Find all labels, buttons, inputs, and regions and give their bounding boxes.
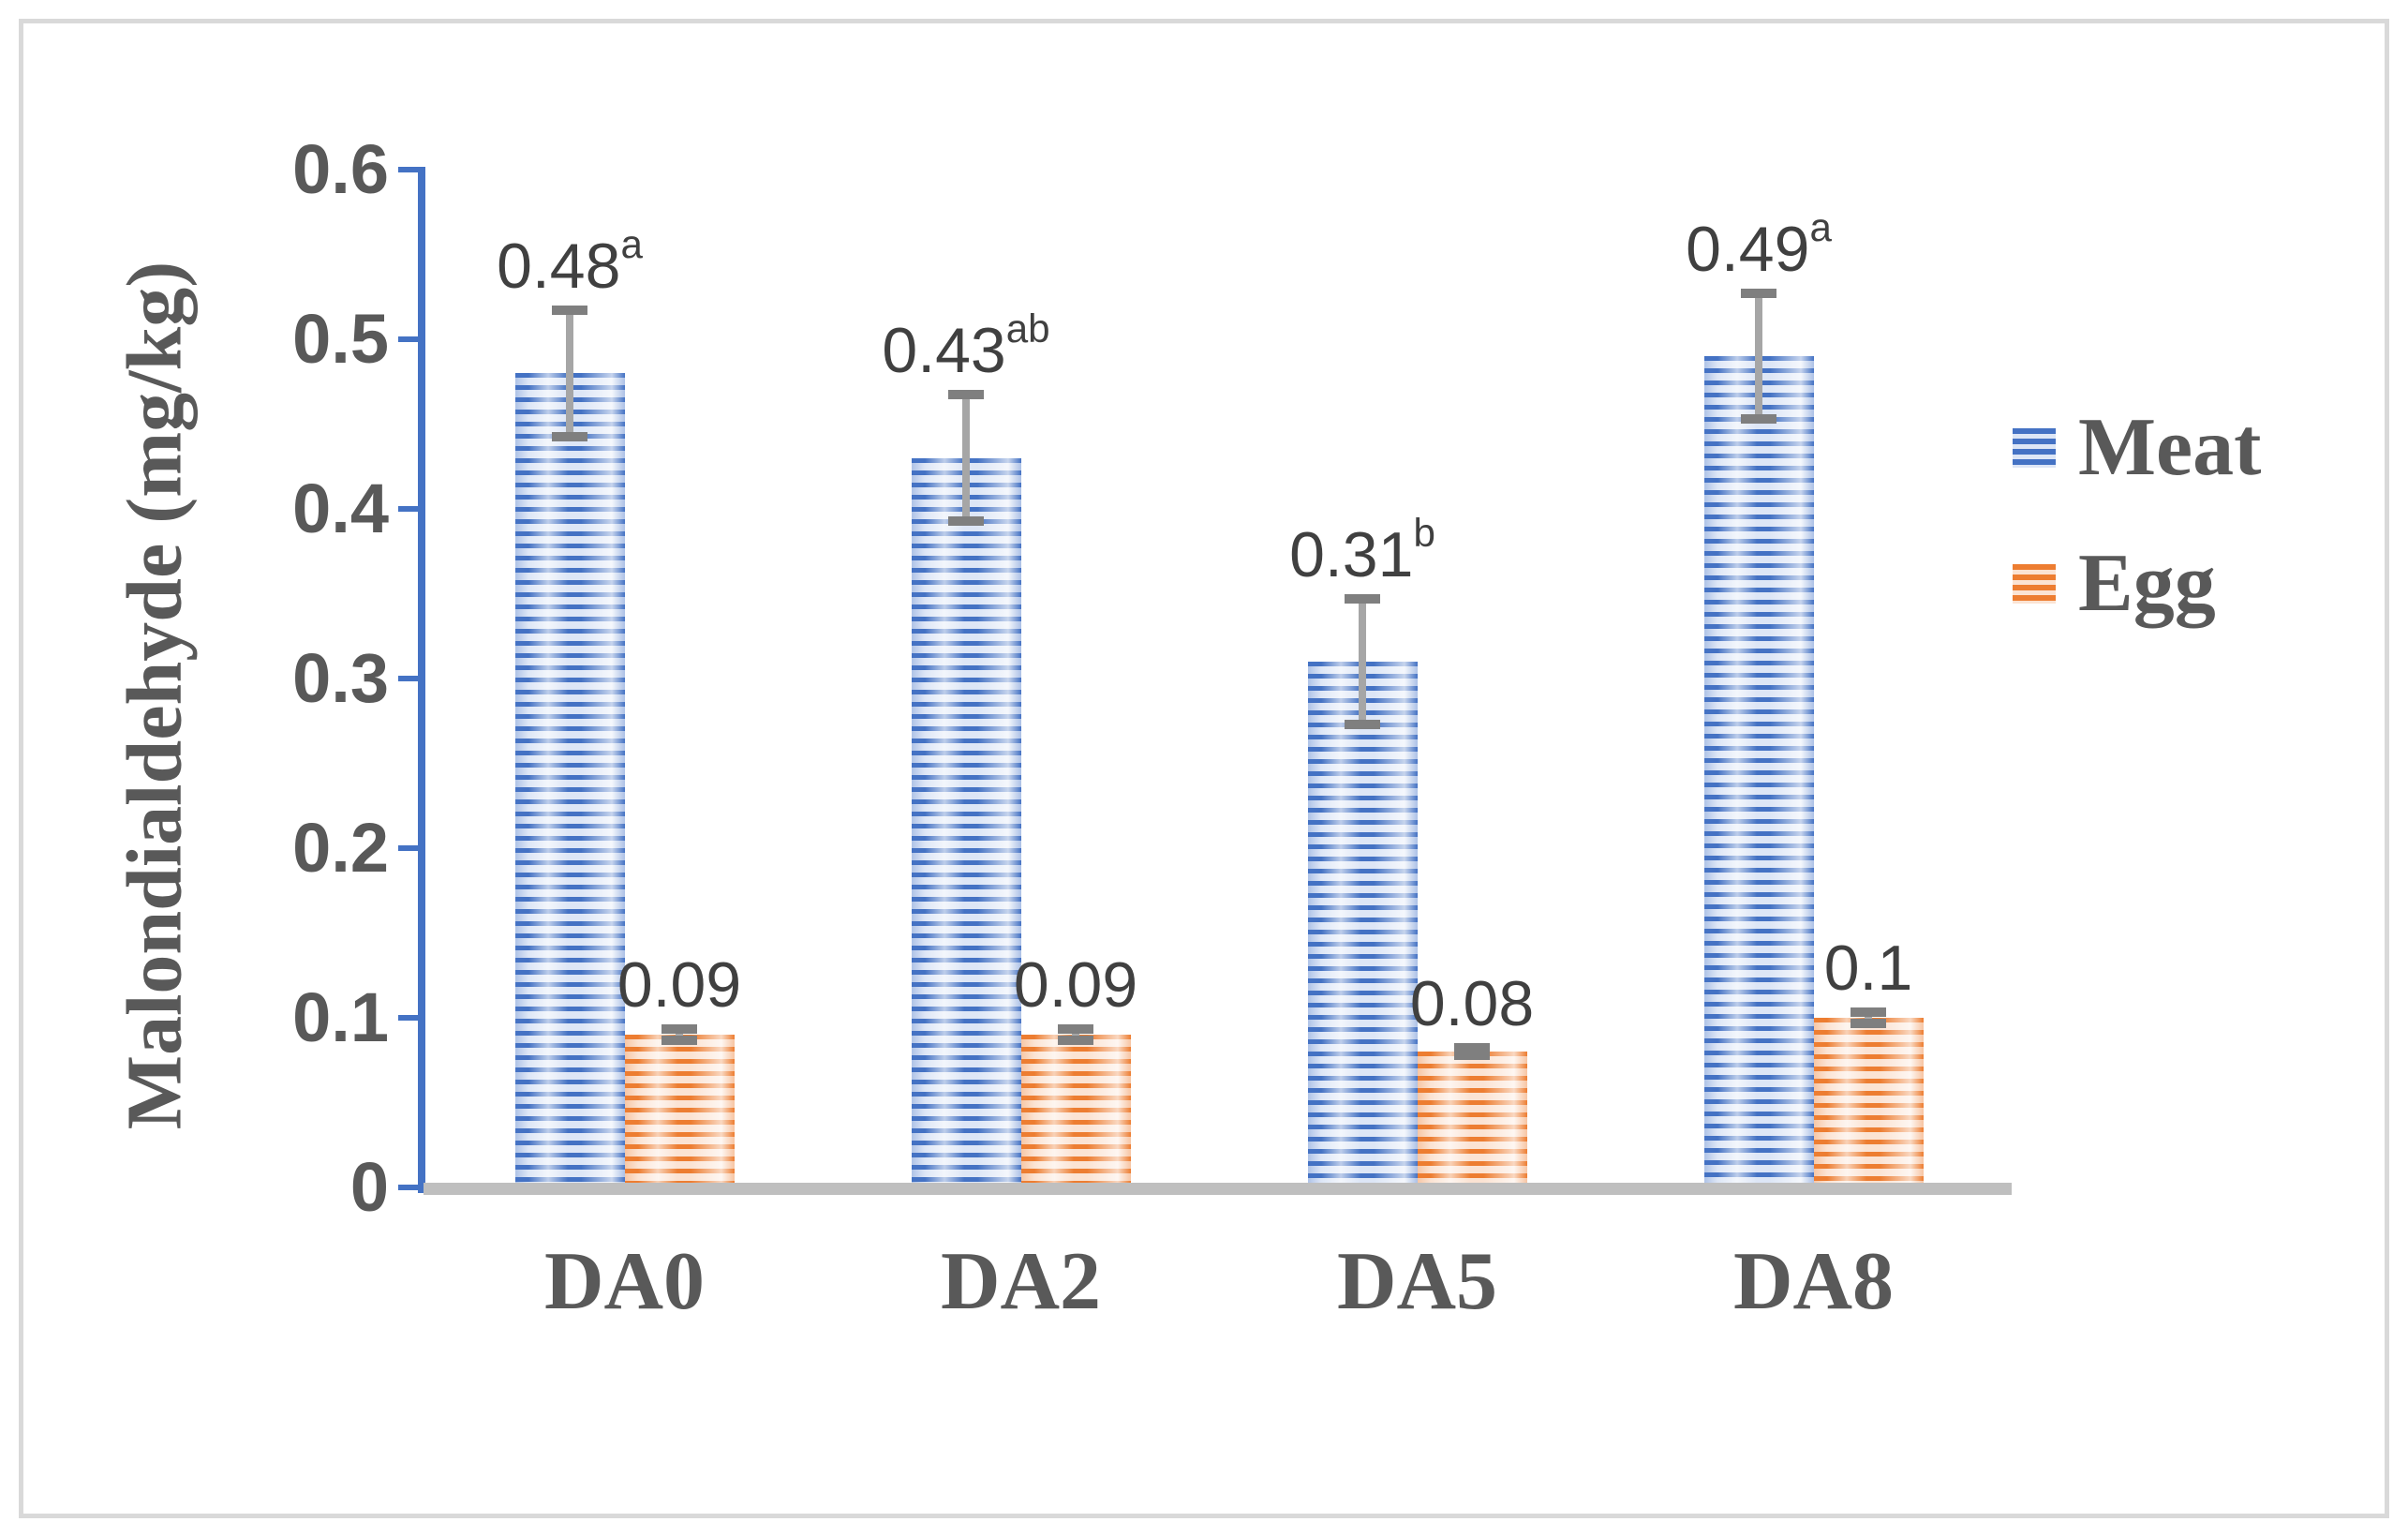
error-cap-bottom: [661, 1035, 697, 1045]
error-cap-bottom: [1345, 720, 1380, 730]
bar-egg-da5: [1417, 1052, 1527, 1188]
data-label-superscript: b: [1413, 510, 1435, 555]
x-axis-label: DA0: [543, 1236, 706, 1327]
error-cap-bottom: [948, 516, 984, 527]
data-label-value: 0.09: [617, 949, 742, 1022]
error-cap-bottom: [1851, 1018, 1886, 1028]
y-tick-label: 0.2: [292, 809, 389, 887]
error-bar: [1851, 1007, 1886, 1028]
data-label: 0.09: [492, 948, 867, 1022]
y-tick-label: 0: [349, 1148, 389, 1226]
bar-meat-da5: [1307, 661, 1418, 1188]
y-tick-label: 0.4: [292, 470, 389, 547]
y-tick-label: 0.6: [292, 130, 389, 208]
error-cap-top: [661, 1024, 697, 1035]
error-line: [1072, 1024, 1079, 1045]
error-bar: [661, 1024, 697, 1045]
y-axis-tick: [398, 167, 425, 172]
error-cap-top: [1851, 1007, 1886, 1018]
y-tick-label: 0.1: [292, 978, 389, 1056]
y-tick-label: 0.3: [292, 639, 389, 717]
error-line: [1755, 288, 1762, 425]
x-axis-label: DA8: [1732, 1236, 1895, 1327]
bar-egg-da8: [1813, 1018, 1924, 1188]
data-label-superscript: a: [620, 221, 643, 266]
bar-egg-da0: [624, 1035, 735, 1188]
y-axis-tick: [398, 676, 425, 681]
error-bar: [1058, 1024, 1093, 1045]
error-bar: [948, 390, 984, 527]
error-line: [1359, 593, 1366, 730]
error-line: [1865, 1007, 1872, 1028]
chart-border: [19, 19, 2389, 1518]
error-cap-bottom: [1454, 1051, 1490, 1061]
error-cap-top: [1345, 593, 1380, 604]
error-cap-top: [948, 390, 984, 400]
y-axis-tick: [398, 845, 425, 851]
data-label-value: 0.31: [1289, 518, 1414, 590]
error-bar: [1345, 593, 1380, 730]
legend-label-meat: Meat: [2078, 402, 2262, 493]
legend-label-egg: Egg: [2078, 538, 2216, 629]
legend-swatch-egg-icon: [2013, 563, 2056, 604]
error-cap-bottom: [552, 431, 587, 441]
error-line: [566, 305, 573, 441]
x-axis-label: DA5: [1336, 1236, 1498, 1327]
data-label: 0.43ab: [779, 309, 1153, 388]
bar-meat-da2: [911, 457, 1021, 1188]
data-label-superscript: a: [1809, 204, 1832, 249]
error-bar: [552, 305, 587, 441]
data-label-value: 0.1: [1823, 933, 1913, 1005]
legend-item-egg: Egg: [2013, 539, 2216, 628]
error-cap-bottom: [1058, 1035, 1093, 1045]
x-axis-baseline: [424, 1183, 2012, 1195]
data-label: 0.09: [888, 948, 1263, 1022]
error-cap-top: [1058, 1024, 1093, 1035]
y-axis-tick: [398, 1015, 425, 1021]
error-bar: [1454, 1043, 1490, 1061]
bar-meat-da0: [514, 373, 625, 1188]
bar-egg-da2: [1020, 1035, 1131, 1188]
y-axis-tick: [398, 1185, 425, 1190]
bar-meat-da8: [1703, 356, 1814, 1188]
data-label: 0.31b: [1175, 513, 1550, 592]
y-axis-tick: [398, 336, 425, 342]
legend-item-meat: Meat: [2013, 403, 2261, 492]
x-axis-label: DA2: [940, 1236, 1102, 1327]
error-cap-top: [1741, 288, 1776, 298]
data-label: 0.1: [1681, 931, 2056, 1006]
data-label-value: 0.48: [497, 230, 621, 302]
error-line: [676, 1024, 683, 1045]
data-label-value: 0.09: [1013, 949, 1138, 1022]
error-bar: [1741, 288, 1776, 425]
error-line: [962, 390, 970, 527]
data-label: 0.49a: [1571, 207, 1946, 287]
error-cap-top: [1454, 1043, 1490, 1053]
error-cap-top: [552, 305, 587, 315]
y-axis-tick: [398, 506, 425, 512]
data-label-value: 0.08: [1409, 968, 1535, 1040]
data-label: 0.48a: [382, 224, 757, 304]
y-tick-label: 0.5: [292, 300, 389, 378]
data-label: 0.08: [1285, 966, 1659, 1041]
data-label-value: 0.43: [882, 315, 1006, 387]
error-cap-bottom: [1741, 414, 1776, 425]
legend-swatch-meat-icon: [2013, 427, 2056, 468]
data-label-superscript: ab: [1005, 306, 1050, 351]
data-label-value: 0.49: [1686, 213, 1810, 285]
